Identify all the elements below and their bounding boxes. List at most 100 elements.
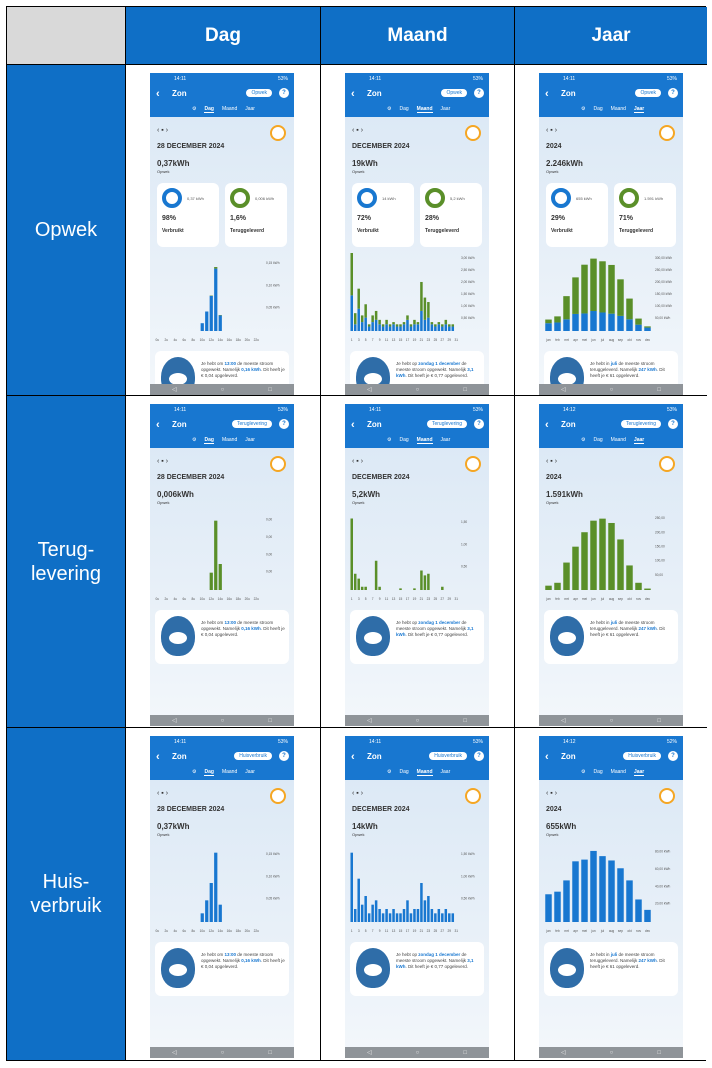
tab-maand[interactable]: Maand [221, 106, 238, 112]
gear-icon[interactable]: ⚙ [192, 437, 197, 443]
nav-recents-icon[interactable]: □ [657, 1049, 661, 1056]
mode-selector[interactable]: Teruglevering [426, 420, 467, 428]
tab-maand[interactable]: Maand [221, 769, 238, 775]
tab-jaar[interactable]: Jaar [633, 437, 645, 444]
back-arrow-icon[interactable]: ‹ [545, 419, 549, 431]
date-navigator[interactable]: ‹ ▪ › [546, 790, 558, 797]
back-arrow-icon[interactable]: ‹ [351, 751, 355, 763]
tab-jaar[interactable]: Jaar [633, 106, 645, 113]
mode-selector[interactable]: Opwek [441, 89, 467, 97]
mode-selector[interactable]: Teruglevering [620, 420, 661, 428]
gear-icon[interactable]: ⚙ [581, 437, 586, 443]
tab-dag[interactable]: Dag [399, 437, 409, 443]
tab-dag[interactable]: Dag [593, 106, 603, 112]
nav-recents-icon[interactable]: □ [268, 386, 272, 393]
nav-home-icon[interactable]: ○ [609, 717, 614, 724]
tab-jaar[interactable]: Jaar [245, 769, 255, 775]
nav-back-icon[interactable]: ◁ [172, 387, 177, 393]
back-arrow-icon[interactable]: ‹ [156, 751, 160, 763]
nav-back-icon[interactable]: ◁ [172, 1050, 177, 1056]
nav-home-icon[interactable]: ○ [415, 717, 420, 724]
tab-maand[interactable]: Maand [416, 769, 433, 776]
nav-back-icon[interactable]: ◁ [561, 1050, 566, 1056]
help-icon[interactable]: ? [668, 751, 678, 761]
tab-maand[interactable]: Maand [416, 106, 433, 113]
date-navigator[interactable]: ‹ ▪ › [546, 458, 558, 465]
mode-selector[interactable]: Opwek [246, 89, 272, 97]
nav-home-icon[interactable]: ○ [415, 386, 420, 393]
back-arrow-icon[interactable]: ‹ [545, 751, 549, 763]
mode-selector[interactable]: Opwek [635, 89, 661, 97]
mode-selector[interactable]: Teruglevering [231, 420, 272, 428]
nav-back-icon[interactable]: ◁ [172, 718, 177, 724]
help-icon[interactable]: ? [279, 88, 289, 98]
date-navigator[interactable]: ‹ ▪ › [352, 458, 364, 465]
nav-home-icon[interactable]: ○ [609, 1049, 614, 1056]
nav-home-icon[interactable]: ○ [220, 717, 225, 724]
y-tick-label: 0,00 [266, 570, 272, 574]
mode-selector[interactable]: Huisverbruik [623, 752, 661, 760]
tab-dag[interactable]: Dag [593, 769, 603, 775]
gear-icon[interactable]: ⚙ [581, 769, 586, 775]
nav-back-icon[interactable]: ◁ [367, 718, 372, 724]
nav-recents-icon[interactable]: □ [268, 1049, 272, 1056]
mode-selector[interactable]: Huisverbruik [234, 752, 272, 760]
tab-jaar[interactable]: Jaar [440, 437, 451, 443]
nav-recents-icon[interactable]: □ [268, 717, 272, 724]
nav-back-icon[interactable]: ◁ [367, 387, 372, 393]
tab-dag[interactable]: Dag [204, 106, 214, 113]
date-navigator[interactable]: ‹ ▪ › [157, 790, 169, 797]
tab-maand[interactable]: Maand [610, 106, 626, 112]
gear-icon[interactable]: ⚙ [581, 106, 586, 112]
date-navigator[interactable]: ‹ ▪ › [352, 790, 364, 797]
back-arrow-icon[interactable]: ‹ [351, 88, 355, 100]
gear-icon[interactable]: ⚙ [387, 106, 392, 112]
date-navigator[interactable]: ‹ ▪ › [546, 127, 558, 134]
nav-home-icon[interactable]: ○ [220, 1049, 225, 1056]
date-navigator[interactable]: ‹ ▪ › [157, 458, 169, 465]
help-icon[interactable]: ? [668, 88, 678, 98]
date-navigator[interactable]: ‹ ▪ › [352, 127, 364, 134]
nav-home-icon[interactable]: ○ [220, 386, 225, 393]
tab-dag[interactable]: Dag [593, 437, 603, 443]
nav-back-icon[interactable]: ◁ [561, 718, 566, 724]
tab-dag[interactable]: Dag [399, 769, 409, 775]
nav-home-icon[interactable]: ○ [415, 1049, 420, 1056]
tab-jaar[interactable]: Jaar [440, 106, 451, 112]
nav-recents-icon[interactable]: □ [463, 717, 467, 724]
nav-recents-icon[interactable]: □ [657, 717, 661, 724]
nav-recents-icon[interactable]: □ [463, 1049, 467, 1056]
tab-jaar[interactable]: Jaar [245, 106, 255, 112]
tab-maand[interactable]: Maand [416, 437, 433, 444]
gear-icon[interactable]: ⚙ [192, 106, 197, 112]
back-arrow-icon[interactable]: ‹ [545, 88, 549, 100]
help-icon[interactable]: ? [279, 751, 289, 761]
gear-icon[interactable]: ⚙ [387, 769, 392, 775]
tab-jaar[interactable]: Jaar [245, 437, 255, 443]
gear-icon[interactable]: ⚙ [192, 769, 197, 775]
nav-recents-icon[interactable]: □ [657, 386, 661, 393]
nav-home-icon[interactable]: ○ [609, 386, 614, 393]
help-icon[interactable]: ? [668, 419, 678, 429]
help-icon[interactable]: ? [474, 751, 484, 761]
help-icon[interactable]: ? [474, 419, 484, 429]
nav-back-icon[interactable]: ◁ [367, 1050, 372, 1056]
tab-dag[interactable]: Dag [204, 437, 214, 444]
tab-maand[interactable]: Maand [221, 437, 238, 443]
help-icon[interactable]: ? [474, 88, 484, 98]
nav-back-icon[interactable]: ◁ [561, 387, 566, 393]
back-arrow-icon[interactable]: ‹ [156, 419, 160, 431]
nav-recents-icon[interactable]: □ [463, 386, 467, 393]
gear-icon[interactable]: ⚙ [387, 437, 392, 443]
mode-selector[interactable]: Huisverbruik [429, 752, 467, 760]
tab-dag[interactable]: Dag [204, 769, 214, 776]
help-icon[interactable]: ? [279, 419, 289, 429]
tab-maand[interactable]: Maand [610, 437, 626, 443]
tab-jaar[interactable]: Jaar [633, 769, 645, 776]
tab-jaar[interactable]: Jaar [440, 769, 451, 775]
tab-dag[interactable]: Dag [399, 106, 409, 112]
date-navigator[interactable]: ‹ ▪ › [157, 127, 169, 134]
back-arrow-icon[interactable]: ‹ [156, 88, 160, 100]
back-arrow-icon[interactable]: ‹ [351, 419, 355, 431]
tab-maand[interactable]: Maand [610, 769, 626, 775]
